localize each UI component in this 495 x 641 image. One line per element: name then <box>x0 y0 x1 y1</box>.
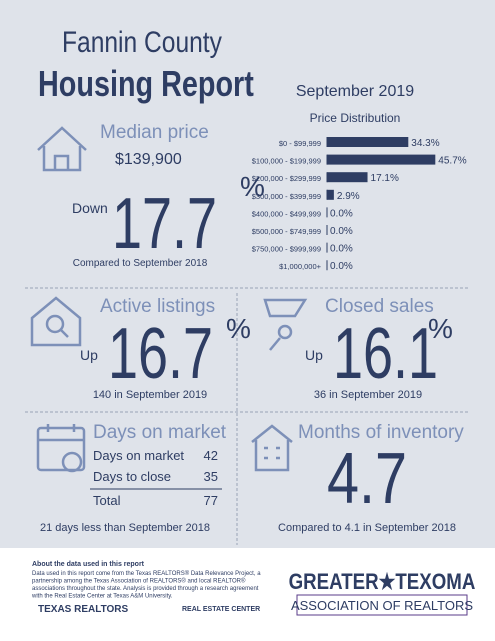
median-change: 17.7 <box>112 184 217 264</box>
category-label: $500,000 - $749,999 <box>252 227 321 236</box>
row-label: Days on market <box>93 448 184 463</box>
note: 36 in September 2019 <box>314 389 422 401</box>
about-text: Data used in this report come from the T… <box>31 570 261 600</box>
closed-change: 16.1 <box>333 314 438 394</box>
closed-sales-label: Closed sales <box>325 296 434 317</box>
key-icon <box>263 298 308 351</box>
period: September 2019 <box>296 83 414 100</box>
months-value: 4.7 <box>327 438 407 519</box>
calendar-icon <box>36 424 86 473</box>
value-label: 17.1% <box>371 173 399 184</box>
price-distribution-title: Price Distribution <box>310 111 401 125</box>
bar <box>327 172 368 183</box>
logo: REAL ESTATE CENTER <box>182 606 260 613</box>
about-line: partnership among the Texas Association … <box>32 578 246 585</box>
row-value: 77 <box>204 493 218 508</box>
unit: % <box>240 171 265 202</box>
direction: Up <box>80 347 98 363</box>
assoc-line2: ASSOCIATION OF REALTORS <box>291 598 473 613</box>
direction: Down <box>72 200 108 216</box>
row-value: 42 <box>204 448 218 463</box>
value-label: 0.0% <box>330 244 353 255</box>
value-label: 0.0% <box>330 208 353 219</box>
value-label: 2.9% <box>337 191 360 202</box>
row-label: Total <box>93 493 121 508</box>
active-listings-label: Active listings <box>100 296 215 317</box>
about-title: About the data used in this report <box>32 561 145 568</box>
bar <box>327 189 334 200</box>
row-label: Days to close <box>93 469 171 484</box>
category-label: $200,000 - $299,999 <box>252 174 321 183</box>
days-label: Days on market <box>93 422 227 443</box>
search-icon <box>30 296 82 347</box>
note: Compared to 4.1 in September 2018 <box>278 522 456 534</box>
row-value: 35 <box>204 469 218 484</box>
about-line: associations throughout the state. Analy… <box>32 586 259 592</box>
about-line: with the Real Estate Center at Texas A&M… <box>31 594 173 600</box>
category-label: $750,000 - $999,999 <box>252 245 321 254</box>
bar <box>327 137 409 147</box>
category-label: $1,000,000+ <box>279 262 322 271</box>
title-line2: Housing Report <box>38 63 254 104</box>
about-line: Data used in this report come from the T… <box>32 570 261 577</box>
median-price-label: Median price <box>100 122 209 143</box>
logo: TEXAS REALTORS <box>38 604 129 615</box>
category-label: $0 - $99,999 <box>279 139 321 148</box>
assoc-box <box>296 594 468 616</box>
value-label: 0.0% <box>330 261 353 272</box>
active-change: 16.7 <box>108 314 213 394</box>
value-label: 0.0% <box>330 226 353 237</box>
category-label: $100,000 - $199,999 <box>252 157 321 166</box>
category-label: $300,000 - $399,999 <box>252 192 321 201</box>
assoc-line1: GREATER★TEXOMA <box>289 571 476 595</box>
months-label: Months of inventory <box>298 422 464 443</box>
direction: Up <box>305 347 323 363</box>
median-price: $139,900 <box>115 151 182 168</box>
house-icon <box>37 126 87 172</box>
note: 140 in September 2019 <box>93 389 207 401</box>
bar <box>327 154 436 165</box>
category-label: $400,000 - $499,999 <box>252 209 321 218</box>
value-label: 34.3% <box>411 138 439 149</box>
note: 21 days less than September 2018 <box>40 522 210 534</box>
title-line1: Fannin County <box>62 25 222 59</box>
note: Compared to September 2018 <box>73 258 208 269</box>
building-icon <box>251 424 293 472</box>
value-label: 45.7% <box>438 156 466 167</box>
unit: % <box>226 313 251 344</box>
unit: % <box>428 313 453 344</box>
background <box>0 0 495 548</box>
